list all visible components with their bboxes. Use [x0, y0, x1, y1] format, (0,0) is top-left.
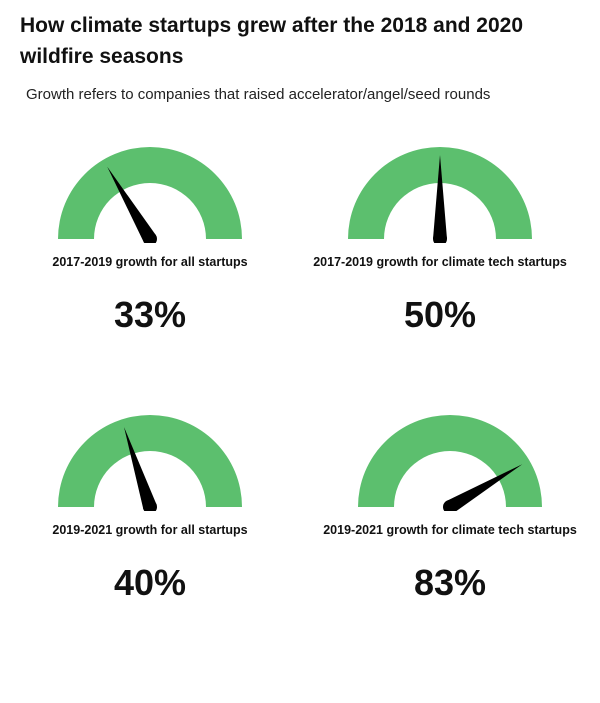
- gauge-panel-3: 2019-2021 growth for all startups 40%: [0, 403, 300, 703]
- gauge-value-4: 83%: [413, 562, 487, 603]
- gauge-1: [54, 143, 246, 243]
- gauge-4: [354, 411, 546, 511]
- gauge-2: [344, 143, 536, 243]
- gauge-needle-hub: [443, 500, 457, 511]
- gauge-panel-2: 2017-2019 growth for climate tech startu…: [290, 135, 590, 435]
- chart-subtitle: Growth refers to companies that raised a…: [26, 86, 491, 103]
- gauge-value-3: 40%: [113, 562, 187, 603]
- gauge-needle-hub: [143, 232, 157, 243]
- gauge-needle: [433, 155, 447, 239]
- gauge-svg: [348, 147, 532, 243]
- gauge-arc: [358, 415, 542, 507]
- gauge-label-2: 2017-2019 growth for climate tech startu…: [313, 255, 567, 269]
- gauge-needle: [107, 166, 157, 243]
- gauge-value-1: 33%: [113, 294, 187, 335]
- chart-title: How climate startups grew after the 2018…: [20, 14, 524, 68]
- gauge-panel-1: 2017-2019 growth for all startups 33%: [0, 135, 300, 435]
- gauge-3: [54, 411, 246, 511]
- gauge-svg: [58, 147, 242, 243]
- gauge-needle: [124, 427, 157, 510]
- gauge-label-1: 2017-2019 growth for all startups: [52, 255, 248, 269]
- gauge-panel-4: 2019-2021 growth for climate tech startu…: [300, 403, 600, 703]
- gauge-label-3: 2019-2021 growth for all startups: [52, 523, 248, 537]
- gauge-arc: [58, 147, 242, 239]
- gauge-needle: [446, 464, 523, 511]
- gauge-value-2: 50%: [403, 294, 477, 335]
- gauge-svg: [358, 415, 542, 511]
- gauge-needle-hub: [433, 232, 447, 243]
- gauge-arc: [348, 147, 532, 239]
- gauge-svg: [58, 415, 242, 511]
- gauge-label-4: 2019-2021 growth for climate tech startu…: [323, 523, 577, 537]
- gauge-needle-hub: [143, 500, 157, 511]
- gauge-arc: [58, 415, 242, 507]
